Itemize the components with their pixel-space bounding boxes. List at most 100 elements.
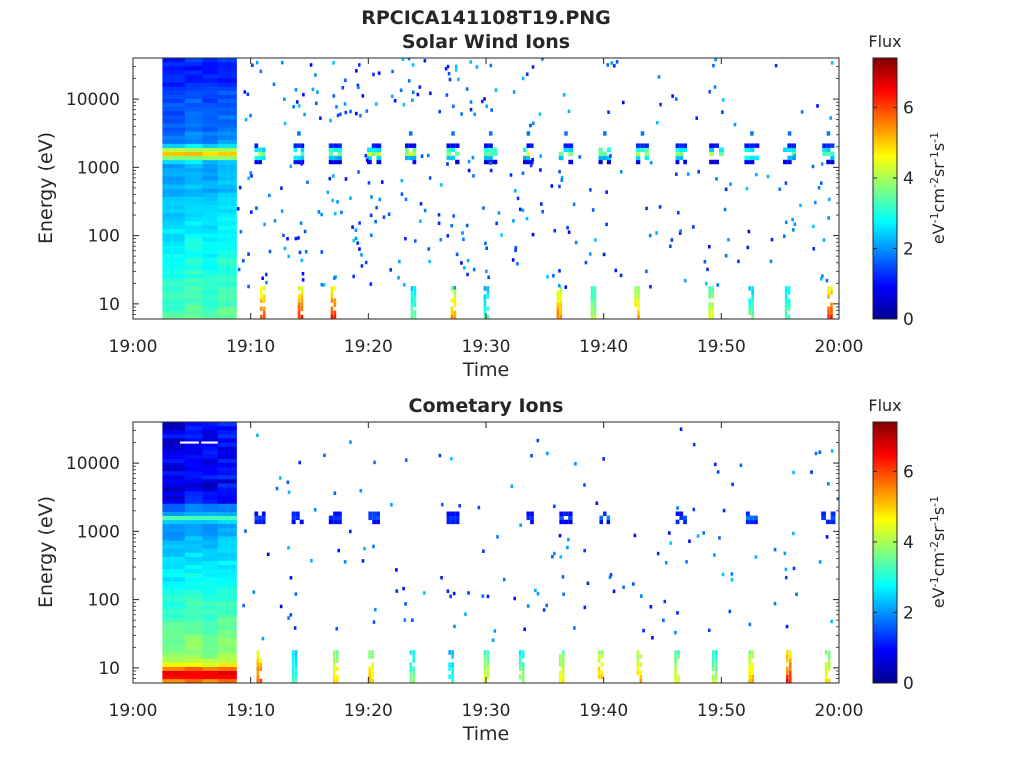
count-cell bbox=[500, 233, 503, 237]
dense-block-cell bbox=[184, 265, 203, 271]
low-energy-cell bbox=[714, 662, 718, 667]
low-energy-cell bbox=[483, 310, 487, 316]
dense-block-cell bbox=[162, 278, 186, 283]
dense-block-cell bbox=[184, 674, 203, 680]
dense-block-cell bbox=[202, 642, 219, 647]
dense-block-cell bbox=[162, 556, 186, 561]
dense-block-cell bbox=[202, 314, 219, 319]
low-energy-cell bbox=[827, 290, 830, 295]
dense-block-cell bbox=[202, 58, 219, 63]
burst-cell bbox=[675, 143, 680, 148]
count-cell bbox=[692, 507, 696, 512]
low-energy-cell bbox=[711, 306, 714, 312]
count-cell bbox=[239, 229, 243, 234]
low-energy-cell bbox=[333, 674, 336, 680]
dense-block-cell bbox=[184, 499, 203, 504]
count-cell bbox=[490, 108, 493, 112]
count-cell bbox=[356, 241, 360, 245]
count-cell bbox=[541, 209, 545, 214]
count-cell bbox=[452, 214, 455, 218]
count-cell bbox=[645, 206, 648, 211]
low-energy-cell bbox=[448, 650, 451, 655]
dense-block-cell bbox=[162, 102, 186, 108]
burst-cell bbox=[599, 515, 604, 521]
count-cell bbox=[466, 272, 469, 277]
count-cell bbox=[561, 575, 565, 579]
dense-block-cell bbox=[217, 237, 237, 242]
low-energy-cell bbox=[714, 678, 718, 683]
y-tick-label: 10 bbox=[98, 659, 120, 679]
dense-block-cell bbox=[202, 269, 219, 275]
count-cell bbox=[370, 195, 373, 199]
count-cell bbox=[589, 188, 592, 192]
count-cell bbox=[696, 534, 700, 538]
count-cell bbox=[674, 630, 677, 635]
burst-cell bbox=[830, 159, 835, 165]
burst-cell bbox=[455, 515, 460, 521]
count-cell bbox=[314, 101, 318, 106]
count-cell bbox=[319, 116, 322, 120]
dense-block-cell bbox=[162, 220, 186, 226]
dense-block-cell bbox=[184, 601, 203, 606]
dense-block-cell bbox=[162, 617, 186, 623]
count-cell bbox=[455, 252, 459, 257]
dense-block-cell bbox=[162, 658, 186, 663]
low-energy-cell bbox=[751, 298, 754, 303]
low-energy-cell bbox=[787, 306, 791, 312]
burst-cell bbox=[787, 143, 792, 148]
count-cell bbox=[553, 229, 557, 233]
dense-block-cell bbox=[217, 666, 237, 671]
burst-cell bbox=[376, 515, 380, 521]
low-energy-cell bbox=[410, 290, 414, 295]
burst-cell bbox=[412, 143, 417, 148]
dense-block-cell bbox=[184, 658, 203, 663]
burst-cell bbox=[372, 515, 377, 521]
count-cell bbox=[605, 190, 608, 194]
low-energy-cell bbox=[330, 310, 334, 316]
dense-block-cell bbox=[217, 527, 237, 533]
low-energy-cell bbox=[300, 298, 304, 303]
count-cell bbox=[495, 221, 498, 226]
burst-cell bbox=[709, 159, 715, 165]
count-cell bbox=[770, 237, 774, 242]
low-energy-cell bbox=[333, 670, 336, 676]
low-energy-cell bbox=[413, 314, 417, 319]
low-energy-cell bbox=[593, 314, 597, 319]
count-cell bbox=[485, 269, 488, 274]
cometary-colorbar bbox=[872, 421, 898, 684]
count-cell bbox=[649, 160, 653, 165]
dense-block-cell bbox=[202, 617, 219, 623]
low-energy-cell bbox=[597, 650, 601, 655]
burst-cell bbox=[826, 151, 831, 157]
count-cell bbox=[438, 453, 442, 458]
low-energy-cell bbox=[486, 294, 490, 299]
dense-block-cell bbox=[217, 216, 237, 222]
burst-cell bbox=[328, 155, 334, 161]
count-cell bbox=[335, 626, 338, 631]
dense-block-cell bbox=[217, 171, 237, 177]
burst-cell bbox=[333, 159, 338, 165]
dense-block-cell bbox=[184, 208, 203, 214]
dense-block-cell bbox=[202, 654, 219, 659]
dense-block-cell bbox=[217, 633, 237, 639]
burst-cell bbox=[640, 131, 645, 136]
dense-block-cell bbox=[162, 245, 186, 250]
dense-block-cell bbox=[217, 139, 237, 144]
dense-block-cell bbox=[217, 131, 237, 136]
dense-block-cell bbox=[184, 548, 203, 553]
dense-block-cell bbox=[162, 131, 186, 136]
low-energy-cell bbox=[297, 298, 301, 303]
dense-block-cell bbox=[184, 192, 203, 197]
dense-block-cell bbox=[202, 208, 219, 214]
low-energy-cell bbox=[518, 650, 522, 655]
count-cell bbox=[404, 602, 407, 606]
count-cell bbox=[261, 276, 264, 280]
low-energy-cell bbox=[330, 290, 334, 295]
low-energy-cell bbox=[637, 298, 640, 303]
count-cell bbox=[783, 551, 787, 556]
dense-block-cell bbox=[202, 123, 219, 128]
low-energy-cell bbox=[518, 666, 522, 671]
count-cell bbox=[375, 102, 378, 106]
count-cell bbox=[361, 94, 365, 98]
count-cell bbox=[723, 207, 727, 212]
